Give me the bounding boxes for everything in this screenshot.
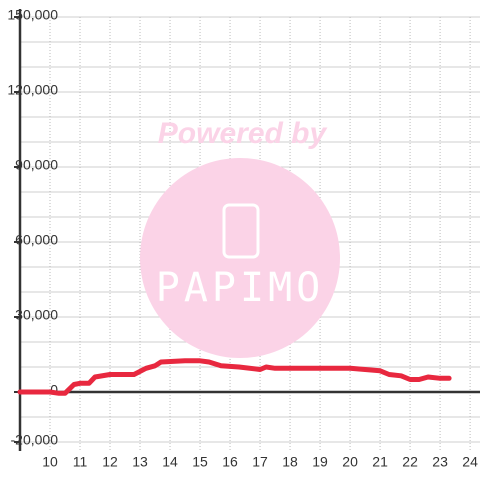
x-tick-label: 19 <box>312 454 328 470</box>
watermark-title: Powered by <box>158 117 328 150</box>
x-tick-label: 20 <box>342 454 358 470</box>
x-tick-label: 21 <box>372 454 388 470</box>
x-tick-label: 11 <box>73 454 88 470</box>
x-tick-label: 15 <box>192 454 208 470</box>
data-line <box>17 358 452 396</box>
x-tick-label: 10 <box>42 454 58 470</box>
y-tick-label: 90,000 <box>15 157 58 173</box>
x-tick-label: 16 <box>222 454 238 470</box>
watermark: Powered by PAPIMO <box>140 117 340 358</box>
y-tick-label: 0 <box>50 382 58 398</box>
y-tick-label: 30,000 <box>15 307 58 323</box>
y-tick-label: 120,000 <box>7 82 58 98</box>
x-tick-label: 24 <box>462 454 478 470</box>
x-tick-label: 13 <box>132 454 148 470</box>
watermark-phone <box>222 203 260 259</box>
x-tick-label: 23 <box>432 454 448 470</box>
x-tick-label: 18 <box>282 454 298 470</box>
x-tick-label: 12 <box>102 454 118 470</box>
y-tick-label: 60,000 <box>15 232 58 248</box>
watermark-logo: PAPIMO <box>156 265 325 311</box>
x-tick-label: 22 <box>402 454 418 470</box>
x-tick-label: 14 <box>162 454 178 470</box>
y-tick-label: 150,000 <box>7 7 58 23</box>
x-tick-label: 17 <box>252 454 268 470</box>
y-tick-label: -20,000 <box>11 432 59 448</box>
